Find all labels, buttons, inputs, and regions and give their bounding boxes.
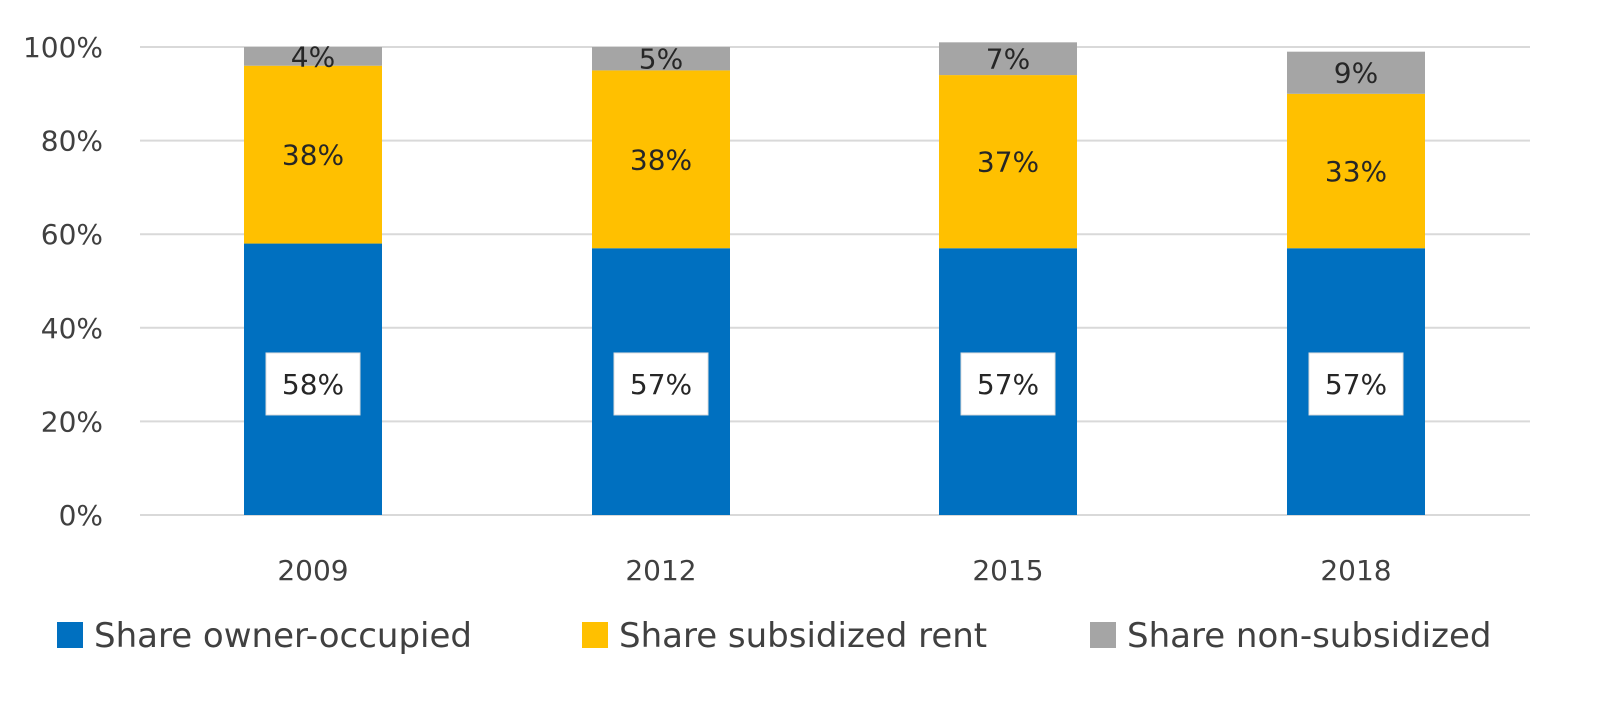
y-tick-label: 0% xyxy=(59,499,103,532)
data-label: 38% xyxy=(282,139,344,172)
bars xyxy=(244,42,1425,516)
bar-segment xyxy=(939,75,1077,249)
y-tick-label: 20% xyxy=(41,405,103,438)
bar-segment xyxy=(592,70,730,249)
legend-swatch xyxy=(57,622,83,648)
bar-segment xyxy=(939,42,1077,76)
legend-label: Share subsidized rent xyxy=(619,616,987,656)
data-label: 33% xyxy=(1325,155,1387,188)
data-label-box xyxy=(613,352,709,416)
y-axis-ticks: 0% 20% 40% 60% 80% 100% xyxy=(23,31,103,532)
y-tick-label: 100% xyxy=(23,31,103,64)
data-label-box xyxy=(960,352,1056,416)
data-label: 37% xyxy=(977,146,1039,179)
bar-segment xyxy=(244,65,382,244)
x-tick-label: 2009 xyxy=(277,554,348,587)
legend-label: Share non-subsidized xyxy=(1127,616,1491,656)
data-labels: 58% 38% 4% 57% 38% 5% 57% 37% 7% 57% 33% 9% xyxy=(265,40,1404,416)
legend-swatch xyxy=(1090,622,1116,648)
y-tick-label: 40% xyxy=(41,312,103,345)
data-label-box xyxy=(265,352,361,416)
bar-segment xyxy=(244,47,382,66)
legend-label: Share owner-occupied xyxy=(94,616,472,656)
data-label: 7% xyxy=(986,43,1030,76)
bar-segment xyxy=(592,47,730,71)
data-label-box xyxy=(1308,352,1404,416)
legend: Share owner-occupied Share subsidized ren… xyxy=(57,616,1491,656)
y-tick-label: 60% xyxy=(41,218,103,251)
x-tick-label: 2018 xyxy=(1320,554,1391,587)
data-label: 58% xyxy=(282,368,344,401)
legend-swatch xyxy=(582,622,608,648)
data-label: 38% xyxy=(630,143,692,176)
data-label: 5% xyxy=(639,43,683,76)
x-tick-label: 2012 xyxy=(625,554,696,587)
data-label: 4% xyxy=(291,40,335,73)
data-label: 57% xyxy=(630,368,692,401)
x-tick-label: 2015 xyxy=(972,554,1043,587)
x-axis-ticks: 2009 2012 2015 2018 xyxy=(277,554,1391,587)
y-tick-label: 80% xyxy=(41,125,103,158)
bar-segment xyxy=(1287,93,1425,249)
data-label: 57% xyxy=(1325,368,1387,401)
data-label: 57% xyxy=(977,368,1039,401)
data-label: 9% xyxy=(1334,57,1378,90)
bar-segment xyxy=(1287,51,1425,94)
